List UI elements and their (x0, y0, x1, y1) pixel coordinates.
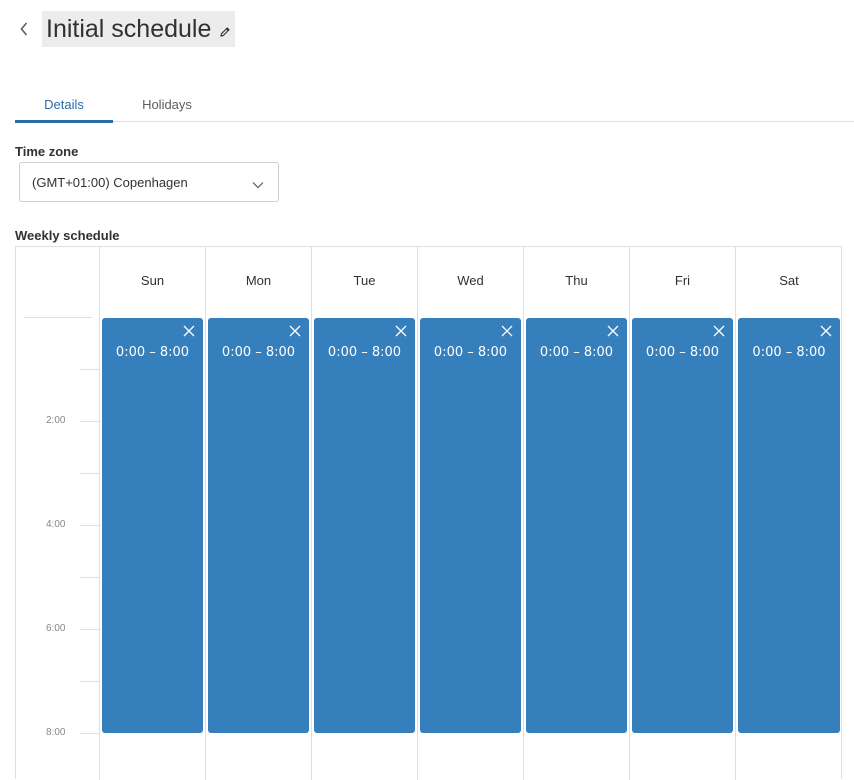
chevron-left-icon (19, 21, 29, 42)
day-column-tue[interactable]: Tue 0:00 – 8:00 (312, 247, 418, 780)
close-icon[interactable] (395, 325, 407, 337)
time-label: 2:00 (46, 415, 66, 426)
time-axis-divider (24, 317, 92, 318)
hour-tick (80, 577, 100, 578)
day-column-wed[interactable]: Wed 0:00 – 8:00 (418, 247, 524, 780)
tab-details-label: Details (44, 96, 84, 112)
timezone-value: (GMT+01:00) Copenhagen (32, 174, 188, 190)
hour-tick (80, 733, 100, 734)
timezone-label: Time zone (15, 144, 79, 159)
time-block-label: 0:00 – 8:00 (115, 345, 190, 360)
close-icon[interactable] (820, 325, 832, 337)
day-header: Fri (674, 273, 691, 288)
time-block-label: 0:00 – 8:00 (645, 345, 720, 360)
time-block-label: 0:00 – 8:00 (752, 345, 826, 360)
day-header: Sun (140, 273, 165, 288)
pencil-icon[interactable] (219, 26, 231, 38)
day-header: Thu (565, 273, 588, 288)
day-column-fri[interactable]: Fri 0:00 – 8:00 (630, 247, 736, 780)
close-icon[interactable] (501, 325, 513, 337)
hour-tick (80, 629, 100, 630)
hour-tick (80, 681, 100, 682)
time-block[interactable]: 0:00 – 8:00 (632, 318, 733, 733)
close-icon[interactable] (289, 325, 301, 337)
time-block-label: 0:00 – 8:00 (539, 345, 614, 360)
weekly-schedule-grid: 2:00 4:00 6:00 8:00 Sun 0:00 – 8:00 Mon … (15, 246, 842, 780)
time-block-label: 0:00 – 8:00 (221, 345, 296, 360)
day-header: Wed (457, 273, 484, 288)
chevron-down-icon (252, 177, 264, 192)
day-column-thu[interactable]: Thu 0:00 – 8:00 (524, 247, 630, 780)
time-block[interactable]: 0:00 – 8:00 (314, 318, 415, 733)
time-label: 8:00 (46, 727, 66, 738)
hour-tick (80, 369, 100, 370)
close-icon[interactable] (183, 325, 195, 337)
schedule-title-editor[interactable]: Initial schedule (42, 11, 235, 47)
hour-tick (80, 473, 100, 474)
tab-holidays[interactable]: Holidays (119, 86, 215, 122)
back-button[interactable] (13, 17, 35, 45)
day-header: Tue (353, 273, 376, 288)
day-column-sat[interactable]: Sat 0:00 – 8:00 (736, 247, 842, 780)
timezone-dropdown[interactable]: (GMT+01:00) Copenhagen (19, 162, 279, 202)
day-column-mon[interactable]: Mon 0:00 – 8:00 (206, 247, 312, 780)
close-icon[interactable] (713, 325, 725, 337)
hour-tick (80, 421, 100, 422)
hour-tick (80, 525, 100, 526)
time-block-label: 0:00 – 8:00 (327, 345, 402, 360)
time-block[interactable]: 0:00 – 8:00 (420, 318, 521, 733)
tab-bar: Details Holidays (15, 86, 854, 123)
time-block[interactable]: 0:00 – 8:00 (208, 318, 309, 733)
time-block-label: 0:00 – 8:00 (433, 345, 508, 360)
time-block[interactable]: 0:00 – 8:00 (738, 318, 840, 733)
tab-details[interactable]: Details (15, 86, 113, 123)
day-header: Sat (779, 273, 799, 288)
tab-holidays-label: Holidays (142, 96, 192, 112)
weekly-schedule-label: Weekly schedule (15, 228, 120, 243)
day-column-sun[interactable]: Sun 0:00 – 8:00 (100, 247, 206, 780)
time-block[interactable]: 0:00 – 8:00 (102, 318, 203, 733)
page-title: Initial schedule (46, 14, 212, 43)
time-block[interactable]: 0:00 – 8:00 (526, 318, 627, 733)
time-label: 4:00 (46, 519, 66, 530)
day-header: Mon (245, 273, 272, 288)
time-axis: 2:00 4:00 6:00 8:00 (16, 247, 100, 780)
close-icon[interactable] (607, 325, 619, 337)
time-label: 6:00 (46, 623, 66, 634)
